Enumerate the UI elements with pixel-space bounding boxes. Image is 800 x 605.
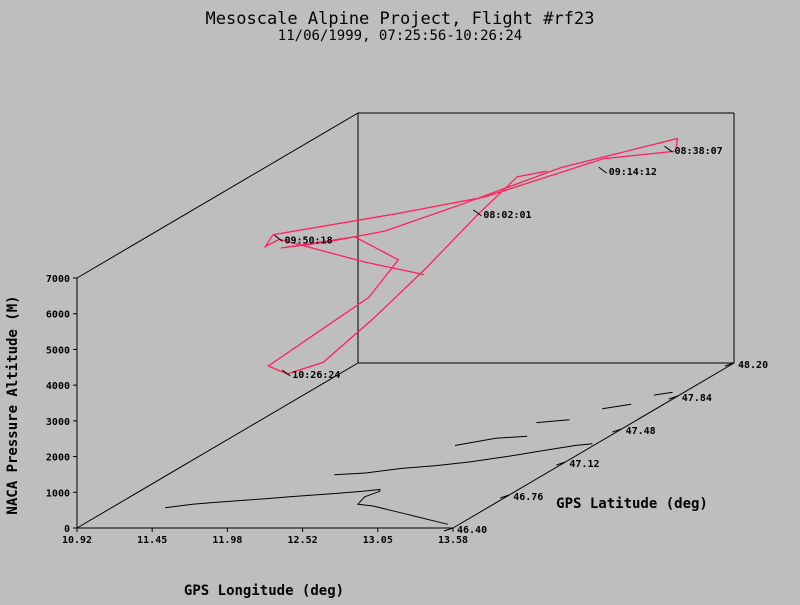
annotation-label: 09:14:12 (609, 167, 657, 178)
coastline-segment (536, 419, 570, 424)
coastline-segment (653, 391, 673, 396)
annotation-marker (473, 209, 482, 217)
y-tick-mark (443, 527, 454, 532)
y-axis-ticks: 46.40 46.76 47.12 47.48 47.84 48.20 (443, 360, 768, 536)
floor-back-edge (76, 362, 359, 529)
top-left-edge (76, 112, 359, 279)
y-tick-mark (668, 395, 678, 400)
x-tick-label: 13.58 (438, 535, 468, 546)
annotation-marker (664, 145, 673, 153)
coastline-segment (602, 403, 632, 410)
x-tick-label: 10.92 (62, 535, 92, 546)
time-annotations: 08:38:07 09:14:12 08:02:01 09:50:18 10:26:24 (274, 145, 723, 381)
annotation-label: 08:02:01 (483, 210, 531, 221)
x-tick-label: 12.52 (288, 535, 318, 546)
y-tick-label: 46.76 (513, 492, 543, 503)
chart-subtitle: 11/06/1999, 07:25:56-10:26:24 (278, 28, 522, 44)
y-tick-mark (724, 362, 735, 367)
y-tick-mark (556, 461, 566, 466)
z-tick-label: 5000 (46, 345, 70, 356)
x-tick-label: 13.05 (363, 535, 393, 546)
z-tick-label: 3000 (46, 417, 70, 428)
z-tick-label: 0 (64, 524, 70, 535)
z-tick-label: 2000 (46, 453, 70, 464)
coastline-segment (165, 488, 449, 525)
y-tick-label: 47.48 (626, 426, 656, 437)
z-tick-label: 1000 (46, 488, 70, 499)
annotation-marker (598, 166, 608, 174)
annotation-marker (281, 369, 291, 377)
y-tick-label: 47.12 (569, 459, 599, 470)
y-tick-label: 47.84 (682, 393, 712, 404)
x-axis-label: GPS Longitude (deg) (184, 583, 344, 599)
z-tick-label: 6000 (46, 310, 70, 321)
y-tick-mark (500, 494, 510, 499)
flight-track (263, 137, 679, 375)
y-tick-label: 48.20 (738, 360, 768, 371)
x-tick-label: 11.45 (137, 535, 167, 546)
z-tick-label: 7000 (46, 274, 70, 285)
annotation-label: 10:26:24 (292, 370, 340, 381)
y-tick-label: 46.40 (457, 525, 487, 536)
z-axis-label: NACA Pressure Altitude (M) (5, 295, 21, 514)
z-axis-ticks: 0 1000 2000 3000 4000 5000 6000 7000 (46, 274, 77, 535)
annotation-label: 08:38:07 (675, 146, 723, 157)
y-axis-label: GPS Latitude (deg) (556, 496, 708, 512)
coastline-segment (334, 443, 593, 476)
annotation-marker (274, 234, 283, 242)
y-axis-line (452, 362, 735, 529)
coastline-segment (454, 435, 528, 446)
x-axis-ticks: 10.92 11.45 11.98 12.52 13.05 13.58 (62, 528, 468, 546)
chart-title: Mesoscale Alpine Project, Flight #rf23 (206, 9, 595, 29)
annotation-label: 09:50:18 (284, 235, 332, 246)
coastline-map (165, 391, 673, 525)
y-tick-mark (612, 428, 622, 433)
z-tick-label: 4000 (46, 381, 70, 392)
flight-track-line (263, 137, 679, 375)
x-tick-label: 11.98 (212, 535, 242, 546)
